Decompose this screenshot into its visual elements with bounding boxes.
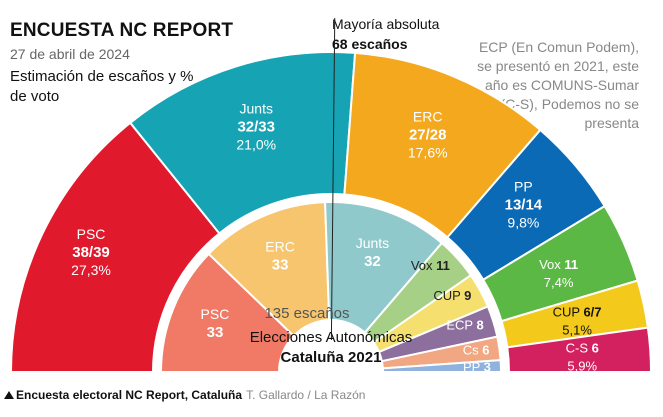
inner-seats-pp: 3 [484, 359, 491, 374]
footer-credit: T. Gallardo / La Razón [246, 388, 366, 402]
outer-arc-psc [9, 121, 221, 373]
footer-caption: Encuesta electoral NC Report, Cataluña [16, 388, 243, 402]
outer-name-pp: PP [514, 178, 533, 194]
inner-name-vox: Vox [411, 258, 436, 273]
inner-seats-cs: 6 [482, 343, 489, 358]
survey-date: 27 de abril de 2024 [10, 46, 130, 62]
chart-subtitle: Estimación de escaños y % de voto [10, 68, 194, 105]
inner-seats-cup: 9 [464, 288, 471, 303]
outer-seats-cup: 6/7 [583, 304, 601, 319]
outer-seats-junts: 32/33 [237, 119, 275, 136]
outer-name-vox: Vox [539, 257, 564, 272]
triangle-icon [4, 391, 14, 399]
inner-label-cs: Cs 6 [463, 343, 490, 358]
outer-pct-pp: 9,8% [507, 214, 539, 230]
inner-seats-ecp: 8 [476, 317, 483, 332]
outer-seats-erc: 27/28 [409, 126, 447, 143]
inner-seats-junts: 32 [364, 253, 381, 270]
inner-name-psc: PSC [201, 306, 230, 322]
outer-label-cup: CUP 6/7 [553, 304, 602, 319]
center-seats-total: 135 escaños [264, 305, 349, 322]
outer-pct-junts: 21,0% [236, 137, 276, 153]
majority-label-block: Mayoría absoluta 68 escaños [332, 14, 439, 54]
outer-name-c-s: C-S [566, 340, 592, 355]
inner-arc-junts [324, 201, 444, 334]
outer-pct-cup: 5,1% [562, 322, 592, 337]
outer-seats-c-s: 6 [592, 340, 599, 355]
inner-arc-psc [159, 252, 296, 373]
inner-name-cs: Cs [463, 343, 483, 358]
inner-label-cup: CUP 9 [433, 288, 471, 303]
majority-label: Mayoría absoluta [332, 16, 440, 32]
center-election-name: Cataluña 2021 [281, 349, 382, 366]
outer-pct-erc: 17,6% [408, 144, 448, 160]
inner-name-junts: Junts [356, 235, 389, 251]
inner-seats-vox: 11 [436, 258, 450, 273]
outer-pct-vox: 7,4% [544, 275, 574, 290]
inner-label-vox: Vox 11 [411, 258, 450, 273]
center-election-label: Elecciones Autonómicas [250, 329, 413, 346]
inner-label-pp: PP 3 [463, 359, 491, 374]
inner-seats-erc: 33 [272, 257, 289, 274]
inner-arc-erc [207, 201, 331, 338]
inner-arc-pp [381, 359, 503, 373]
ecp-note: ECP (En Comun Podem), se presentó en 202… [477, 39, 639, 131]
outer-name-psc: PSC [77, 226, 106, 242]
footer: Encuesta electoral NC Report, Cataluña T.… [4, 388, 365, 402]
outer-name-cup: CUP [553, 304, 584, 319]
inner-label-ecp: ECP 8 [446, 317, 483, 332]
outer-label-vox: Vox 11 [539, 257, 578, 272]
outer-label-c-s: C-S 6 [566, 340, 599, 355]
majority-value: 68 escaños [332, 36, 408, 52]
inner-name-ecp: ECP [446, 317, 476, 332]
inner-seats-psc: 33 [207, 324, 224, 341]
majority-line [330, 18, 336, 341]
inner-name-cup: CUP [433, 288, 464, 303]
inner-name-pp: PP [463, 359, 484, 374]
inner-name-erc: ERC [265, 239, 295, 255]
outer-pct-psc: 27,3% [71, 262, 111, 278]
outer-seats-pp: 13/14 [505, 196, 543, 213]
outer-seats-vox: 11 [564, 257, 578, 272]
outer-name-erc: ERC [413, 108, 443, 124]
outer-arc-c-s [506, 326, 653, 373]
outer-seats-psc: 38/39 [72, 244, 110, 261]
outer-pct-c-s: 5,9% [567, 358, 597, 373]
outer-name-junts: Junts [240, 101, 273, 117]
page-title: ENCUESTA NC REPORT [10, 20, 234, 41]
